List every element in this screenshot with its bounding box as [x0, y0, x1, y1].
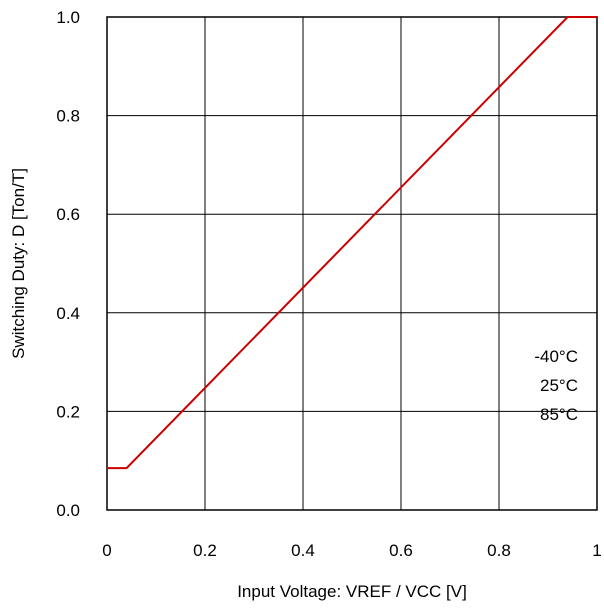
y-axis-label: Switching Duty: D [Ton/T] — [9, 168, 28, 359]
y-tick-labels: 0.0 0.2 0.4 0.6 0.8 1.0 — [56, 8, 80, 520]
grid — [106, 16, 598, 511]
x-tick-label: 1 — [592, 541, 601, 560]
y-tick-label: 1.0 — [56, 8, 80, 27]
x-tick-label: 0.8 — [487, 541, 511, 560]
series-line-0 — [107, 16, 597, 470]
series-layer — [107, 16, 597, 470]
x-axis-label: Input Voltage: VREF / VCC [V] — [237, 582, 467, 601]
y-tick-label: 0.0 — [56, 501, 80, 520]
annotation-85c: 85°C — [540, 405, 578, 424]
y-tick-label: 0.4 — [56, 304, 80, 323]
x-tick-label: 0.2 — [193, 541, 217, 560]
x-tick-label: 0.6 — [389, 541, 413, 560]
x-tick-label: 0.4 — [291, 541, 315, 560]
y-tick-label: 0.8 — [56, 107, 80, 126]
y-tick-label: 0.2 — [56, 402, 80, 421]
annotation-minus40c: -40°C — [534, 347, 578, 366]
y-tick-label: 0.6 — [56, 205, 80, 224]
x-tick-label: 0 — [102, 541, 111, 560]
annotation-25c: 25°C — [540, 376, 578, 395]
plot-frame — [106, 16, 598, 511]
x-tick-labels: 0 0.2 0.4 0.6 0.8 1 — [102, 541, 601, 560]
